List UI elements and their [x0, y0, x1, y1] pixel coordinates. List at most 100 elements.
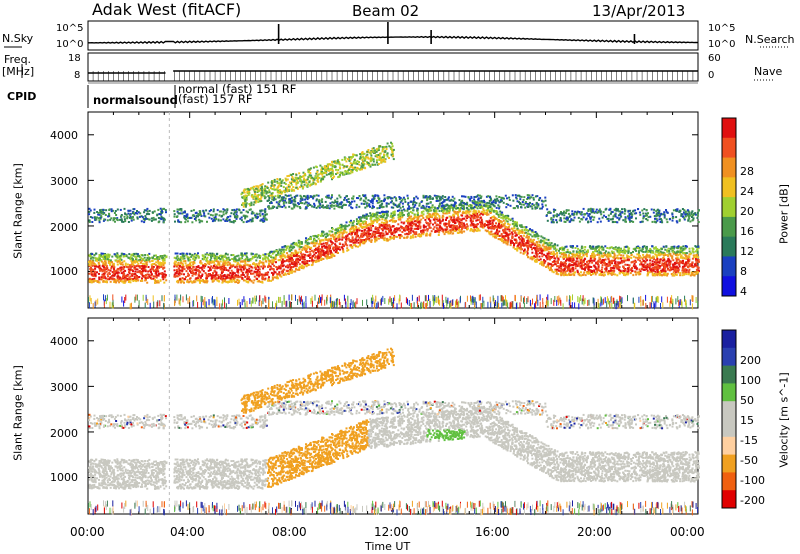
power-point — [357, 241, 360, 244]
power-point — [545, 245, 548, 248]
power-point — [318, 257, 321, 260]
power-point — [507, 217, 510, 220]
power-point — [211, 252, 214, 255]
power-point — [112, 262, 115, 265]
power-point — [129, 256, 132, 259]
power-point — [395, 235, 398, 238]
power-point — [192, 263, 195, 266]
power-point — [548, 241, 551, 244]
power-point — [590, 259, 593, 262]
power-point — [679, 272, 682, 275]
power-point — [122, 270, 125, 273]
power-point — [255, 259, 258, 262]
power-point — [153, 269, 156, 272]
power-point — [241, 277, 244, 279]
power-point — [207, 261, 209, 264]
power-point — [401, 214, 404, 217]
power-point — [301, 267, 303, 269]
power-point — [108, 278, 110, 281]
power-point — [360, 222, 363, 225]
power-point — [145, 265, 147, 268]
power-point — [511, 217, 514, 220]
power-point — [654, 259, 657, 262]
power-point — [100, 260, 103, 263]
noise-panel-frame — [87, 20, 699, 51]
power-point — [451, 227, 454, 230]
power-point — [545, 241, 548, 244]
power-point — [500, 233, 503, 235]
power-point — [294, 270, 297, 273]
power-point — [481, 213, 484, 216]
vel-cbar-tick-200: 200 — [740, 354, 761, 367]
power-point — [357, 238, 360, 241]
power-point — [513, 221, 516, 224]
power-point — [429, 232, 432, 235]
power-point — [268, 276, 270, 279]
power-point — [162, 273, 165, 276]
power-point — [547, 252, 550, 255]
power-point — [281, 272, 284, 275]
power-point — [547, 262, 550, 265]
power-point — [338, 227, 341, 229]
power-point — [295, 251, 298, 254]
power-point — [195, 254, 198, 257]
power-point — [137, 254, 140, 257]
power-point — [214, 278, 217, 281]
power-point — [516, 227, 519, 230]
power-point — [598, 257, 601, 260]
power-point — [212, 272, 214, 275]
power-point — [695, 259, 698, 262]
power-point — [344, 224, 347, 227]
velocity-ytick-4000: 4000 — [50, 335, 78, 348]
power-point — [628, 247, 631, 250]
power-point — [630, 254, 633, 257]
power-point — [499, 234, 502, 237]
power-point — [219, 260, 222, 263]
power-point — [498, 215, 501, 218]
power-point — [339, 248, 341, 251]
power-point — [156, 279, 159, 282]
power-point — [182, 260, 185, 263]
power-point — [482, 212, 485, 215]
power-point — [399, 237, 402, 240]
power-point — [413, 220, 416, 223]
power-point — [327, 247, 330, 250]
power-point — [639, 259, 641, 262]
power-point — [269, 255, 272, 258]
power-point — [414, 213, 417, 216]
power-point — [518, 236, 520, 239]
power-point — [102, 256, 104, 259]
power-point — [441, 208, 443, 211]
power-point — [194, 278, 197, 281]
power-point — [458, 225, 461, 227]
power-point — [612, 273, 615, 276]
power-point — [294, 243, 296, 246]
power-point — [154, 280, 157, 283]
power-point — [134, 255, 137, 258]
power-point — [405, 232, 408, 235]
power-point — [696, 250, 699, 253]
power-point — [400, 221, 403, 224]
power-point — [232, 258, 235, 261]
power-point — [592, 272, 595, 274]
power-point — [181, 265, 184, 268]
power-point — [298, 263, 301, 266]
power-point — [270, 271, 273, 274]
power-point — [178, 274, 181, 277]
power-point — [173, 265, 176, 268]
power-point — [667, 258, 670, 261]
power-point — [688, 256, 691, 258]
power-point — [331, 233, 334, 236]
power-point — [176, 255, 179, 258]
power-point — [273, 250, 276, 253]
power-point — [548, 269, 551, 272]
power-point — [222, 270, 224, 273]
power-point — [574, 247, 577, 249]
power-point — [353, 240, 356, 243]
power-point — [655, 255, 658, 258]
power-point — [422, 210, 425, 213]
power-point — [504, 214, 507, 217]
power-point — [108, 253, 111, 256]
power-point — [665, 273, 668, 276]
power-point — [261, 281, 264, 284]
